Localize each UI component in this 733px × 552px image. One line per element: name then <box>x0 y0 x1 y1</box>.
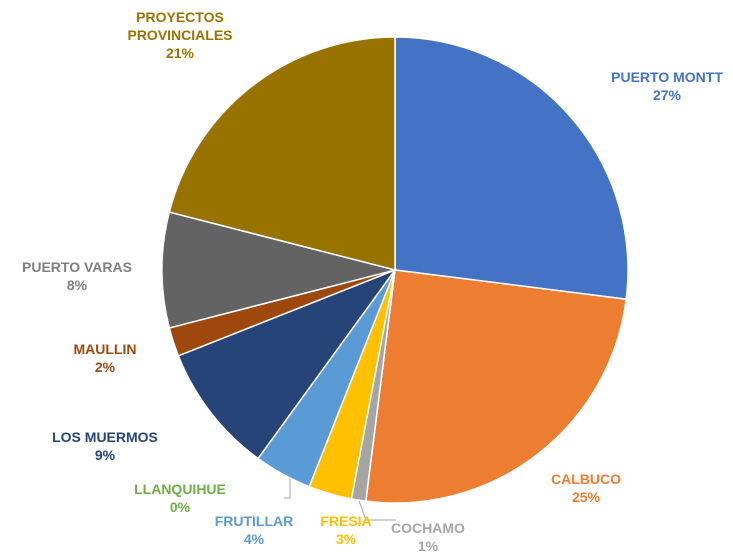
data-label: PUERTO MONTT 27% <box>582 68 733 104</box>
percent-label: 4% <box>243 531 265 547</box>
category-label: PROYECTOS PROVINCIALES <box>127 9 233 43</box>
leader-line <box>284 478 291 499</box>
category-label: PUERTO MONTT <box>611 69 723 85</box>
data-label: FRUTILLAR 4% <box>169 512 339 548</box>
category-label: CALBUCO <box>551 471 621 487</box>
percent-label: 3% <box>335 531 357 547</box>
category-label: COCHAMO <box>391 520 465 536</box>
percent-label: 27% <box>652 87 682 103</box>
category-label: FRUTILLAR <box>214 513 294 529</box>
pie-slice <box>168 36 396 271</box>
category-label: MAULLIN <box>73 341 137 357</box>
pie-slice <box>394 36 629 301</box>
data-label: PROYECTOS PROVINCIALES 21% <box>95 8 265 62</box>
data-label: PUERTO VARAS 8% <box>0 258 162 294</box>
data-label: COCHAMO 1% <box>343 519 513 552</box>
percent-label: 0% <box>169 499 191 515</box>
data-label: LOS MUERMOS 9% <box>20 428 190 464</box>
percent-label: 8% <box>66 277 88 293</box>
pie-slice <box>364 269 628 504</box>
data-label: MAULLIN 2% <box>20 340 190 376</box>
data-label: LLANQUIHUE 0% <box>95 480 265 516</box>
category-label: PUERTO VARAS <box>22 259 132 275</box>
percent-label: 2% <box>94 359 116 375</box>
pie-slice <box>177 268 398 460</box>
category-label: LLANQUIHUE <box>134 481 226 497</box>
percent-label: 1% <box>417 538 439 552</box>
data-label: CALBUCO 25% <box>501 470 671 506</box>
leader-line <box>357 497 396 521</box>
category-label: FRESIA <box>320 513 372 529</box>
data-label: FRESIA 3% <box>261 512 431 548</box>
pie-slice <box>161 211 396 329</box>
percent-label: 21% <box>165 45 195 61</box>
percent-label: 9% <box>94 447 116 463</box>
percent-label: 25% <box>571 489 601 505</box>
category-label: LOS MUERMOS <box>52 429 158 445</box>
